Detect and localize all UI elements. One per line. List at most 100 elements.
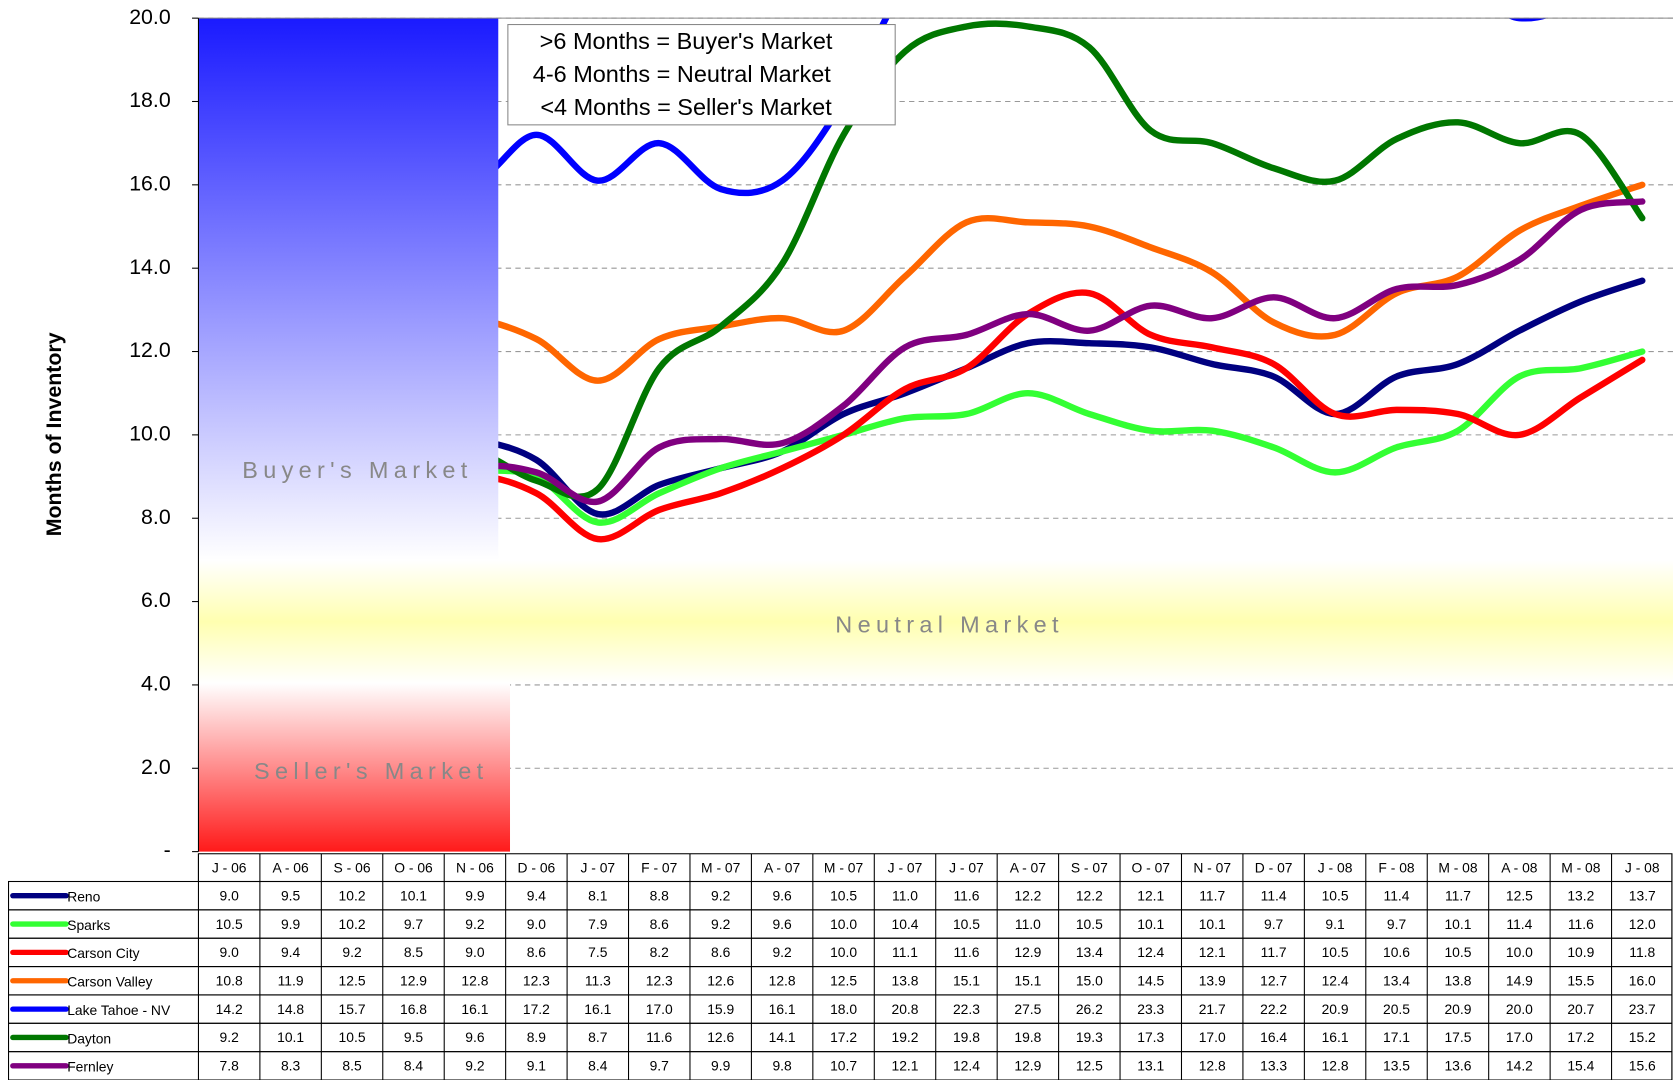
table-cell: 15.1 (1014, 972, 1041, 988)
table-row (8, 1051, 1673, 1080)
table-cell: 16.1 (584, 1001, 611, 1017)
table-cell: 9.6 (772, 916, 792, 932)
x-tick-label: J - 08 (1625, 859, 1660, 875)
seller-zone (198, 683, 511, 852)
table-cell: 11.0 (1015, 916, 1041, 932)
table-cell: 9.7 (650, 1058, 670, 1074)
table-cell: 12.1 (892, 1058, 919, 1074)
x-tick-label: M - 08 (1561, 859, 1601, 875)
annotation-box (507, 24, 896, 126)
table-cell: 9.7 (1387, 916, 1407, 932)
table-cell: 13.3 (1260, 1058, 1287, 1074)
table-cell: 10.7 (830, 1058, 857, 1074)
table-cell: 10.1 (1137, 916, 1164, 932)
table-cell: 11.7 (1199, 887, 1225, 903)
table-cell: 9.2 (465, 916, 485, 932)
x-tick-label: M - 07 (701, 859, 741, 875)
table-cell: 11.9 (278, 972, 304, 988)
x-tick-label: J - 08 (1318, 859, 1353, 875)
table-cell: 14.8 (277, 1001, 304, 1017)
table-cell: 12.8 (1322, 1058, 1349, 1074)
buyer-zone (198, 18, 499, 561)
table-cell: 17.0 (1506, 1029, 1533, 1045)
table-cell: 13.9 (1199, 972, 1226, 988)
table-cell: 10.8 (216, 972, 243, 988)
table-cell: 9.9 (281, 916, 301, 932)
table-cell: 10.5 (1322, 944, 1349, 960)
table-cell: 10.9 (1567, 944, 1594, 960)
table-cell: 9.4 (281, 944, 301, 960)
table-cell: 20.8 (892, 1001, 919, 1017)
table-cell: 15.2 (1629, 1029, 1656, 1045)
x-tick-label: N - 07 (1193, 859, 1231, 875)
x-tick-label: M - 08 (1438, 859, 1478, 875)
table-cell: 9.6 (465, 1029, 485, 1045)
legend-label: Sparks (67, 917, 110, 933)
table-cell: 15.1 (953, 972, 980, 988)
table-cell: 21.7 (1199, 1001, 1226, 1017)
table-cell: 12.5 (830, 972, 857, 988)
table-cell: 7.5 (588, 944, 608, 960)
table-cell: 12.9 (400, 972, 427, 988)
table-cell: 12.5 (1506, 887, 1533, 903)
table-cell: 18.0 (830, 1001, 857, 1017)
table-cell: 22.3 (953, 1001, 980, 1017)
x-tick-label: D - 06 (517, 859, 555, 875)
table-cell: 13.2 (1567, 887, 1594, 903)
table-cell: 17.3 (1137, 1029, 1164, 1045)
y-axis-title: Months of Inventory (42, 332, 66, 536)
table-cell: 12.8 (1199, 1058, 1226, 1074)
annotation: >6 Months = Buyer's Market (540, 28, 833, 54)
table-cell: 17.0 (1199, 1029, 1226, 1045)
table-cell: 12.9 (1014, 1058, 1041, 1074)
y-tick-label: - (164, 838, 171, 862)
table-cell: 11.0 (892, 887, 918, 903)
data-table: J - 06 A - 06 S - 06 O - 06 N - 06 D - 06 J - … (8, 853, 1673, 1080)
table-cell: 9.0 (465, 944, 485, 960)
table-cell: 9.7 (404, 916, 424, 932)
table-cell: 16.8 (400, 1001, 427, 1017)
table-cell: 9.4 (527, 887, 547, 903)
table-cell: 9.0 (220, 887, 240, 903)
table-cell: 9.1 (527, 1058, 547, 1074)
table-cell: 12.6 (707, 972, 734, 988)
table-cell: 10.5 (1444, 944, 1471, 960)
table-cell: 12.1 (1199, 944, 1226, 960)
y-tick-label: 10.0 (129, 422, 171, 446)
table-cell: 10.5 (339, 1029, 366, 1045)
table-cell: 10.5 (1322, 887, 1349, 903)
table-cell: 8.1 (588, 887, 608, 903)
table-cell: 11.6 (1568, 916, 1594, 932)
table-cell: 12.2 (1076, 887, 1103, 903)
legend-label: Carson City (67, 945, 139, 961)
table-cell: 9.8 (772, 1058, 792, 1074)
table-cell: 26.2 (1076, 1001, 1103, 1017)
table-cell: 10.1 (1199, 916, 1226, 932)
table-cell: 9.5 (281, 887, 301, 903)
table-cell: 19.8 (1014, 1029, 1041, 1045)
table-cell: 9.9 (711, 1058, 731, 1074)
x-tick-label: A - 07 (764, 859, 800, 875)
x-tick-label: F - 08 (1378, 859, 1414, 875)
table-cell: 10.0 (1506, 944, 1533, 960)
table-cell: 9.2 (220, 1029, 240, 1045)
table-cell: 17.2 (523, 1001, 550, 1017)
table-cell: 12.4 (1322, 972, 1349, 988)
table-cell: 13.8 (1444, 972, 1471, 988)
table-cell: 10.4 (892, 916, 919, 932)
table-cell: 9.2 (711, 887, 731, 903)
table-cell: 23.7 (1629, 1001, 1656, 1017)
table-cell: 10.1 (400, 887, 427, 903)
table-cell: 14.2 (216, 1001, 243, 1017)
table-cell: 8.7 (588, 1029, 608, 1045)
table-cell: 22.2 (1260, 1001, 1287, 1017)
neutral-zone (198, 560, 1673, 684)
table-cell: 15.9 (707, 1001, 734, 1017)
table-cell: 8.8 (650, 887, 670, 903)
table-cell: 8.9 (527, 1029, 547, 1045)
table-cell: 11.4 (1384, 887, 1410, 903)
table-cell: 12.4 (1137, 944, 1164, 960)
legend-label: Reno (67, 888, 100, 904)
table-cell: 12.6 (707, 1029, 734, 1045)
